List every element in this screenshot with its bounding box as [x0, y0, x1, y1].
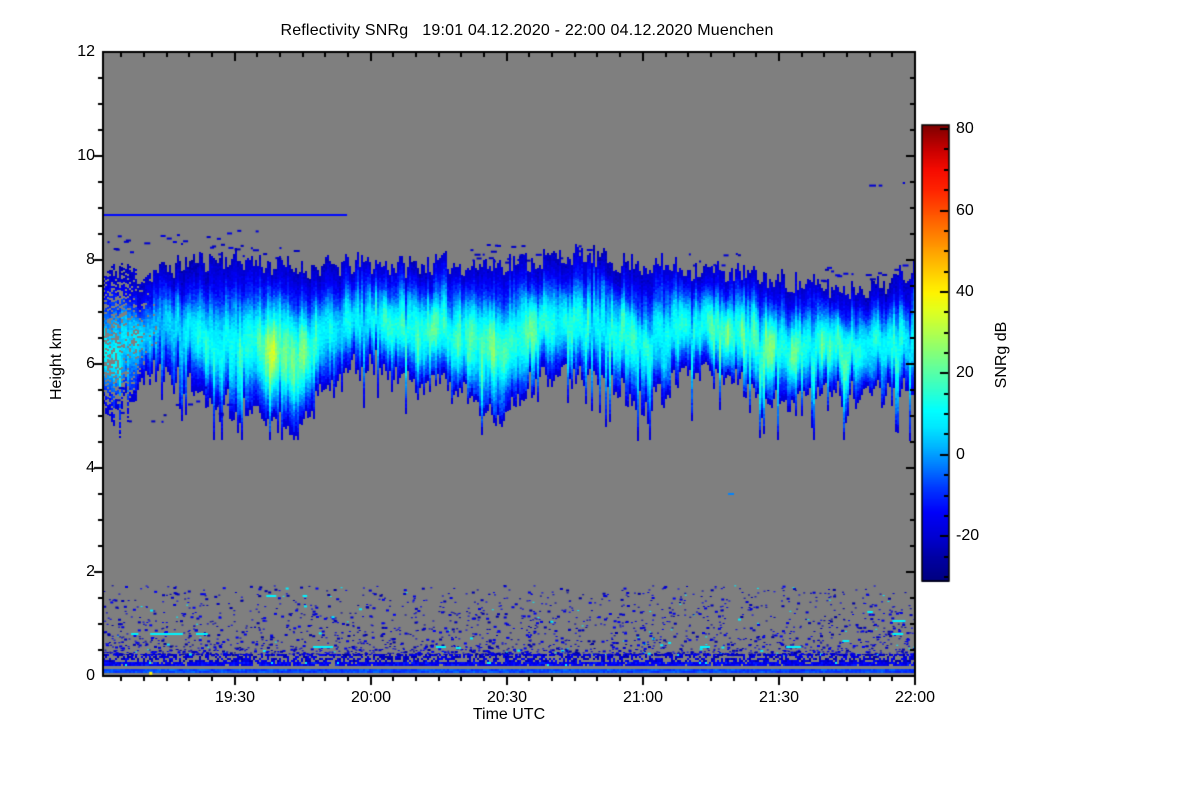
y-tick-label: 8 [86, 251, 95, 268]
y-tick-label: 6 [86, 355, 95, 372]
colorbar-tick-label: -20 [956, 527, 980, 544]
colorbar-tick-label: 80 [956, 120, 974, 137]
y-tick-label: 0 [86, 667, 95, 684]
y-tick-label: 10 [77, 147, 95, 164]
x-tick-label: 19:30 [214, 689, 256, 706]
colorbar-tick-label: 40 [956, 283, 974, 300]
x-axis-title: Time UTC [472, 706, 546, 723]
x-tick-label: 21:00 [622, 689, 664, 706]
y-tick-label: 4 [86, 459, 95, 476]
colorbar-tick-label: 60 [956, 202, 974, 219]
x-tick-label: 20:00 [350, 689, 392, 706]
colorbar-tick-label: 0 [956, 446, 965, 463]
x-tick-label: 21:30 [758, 689, 800, 706]
x-tick-label: 22:00 [894, 689, 936, 706]
y-tick-label: 12 [77, 43, 95, 60]
colorbar-tick-label: 20 [956, 364, 974, 381]
chart-title: Reflectivity SNRg 19:01 04.12.2020 - 22:… [280, 22, 774, 39]
x-tick-label: 20:30 [486, 689, 528, 706]
y-tick-label: 2 [86, 563, 95, 580]
